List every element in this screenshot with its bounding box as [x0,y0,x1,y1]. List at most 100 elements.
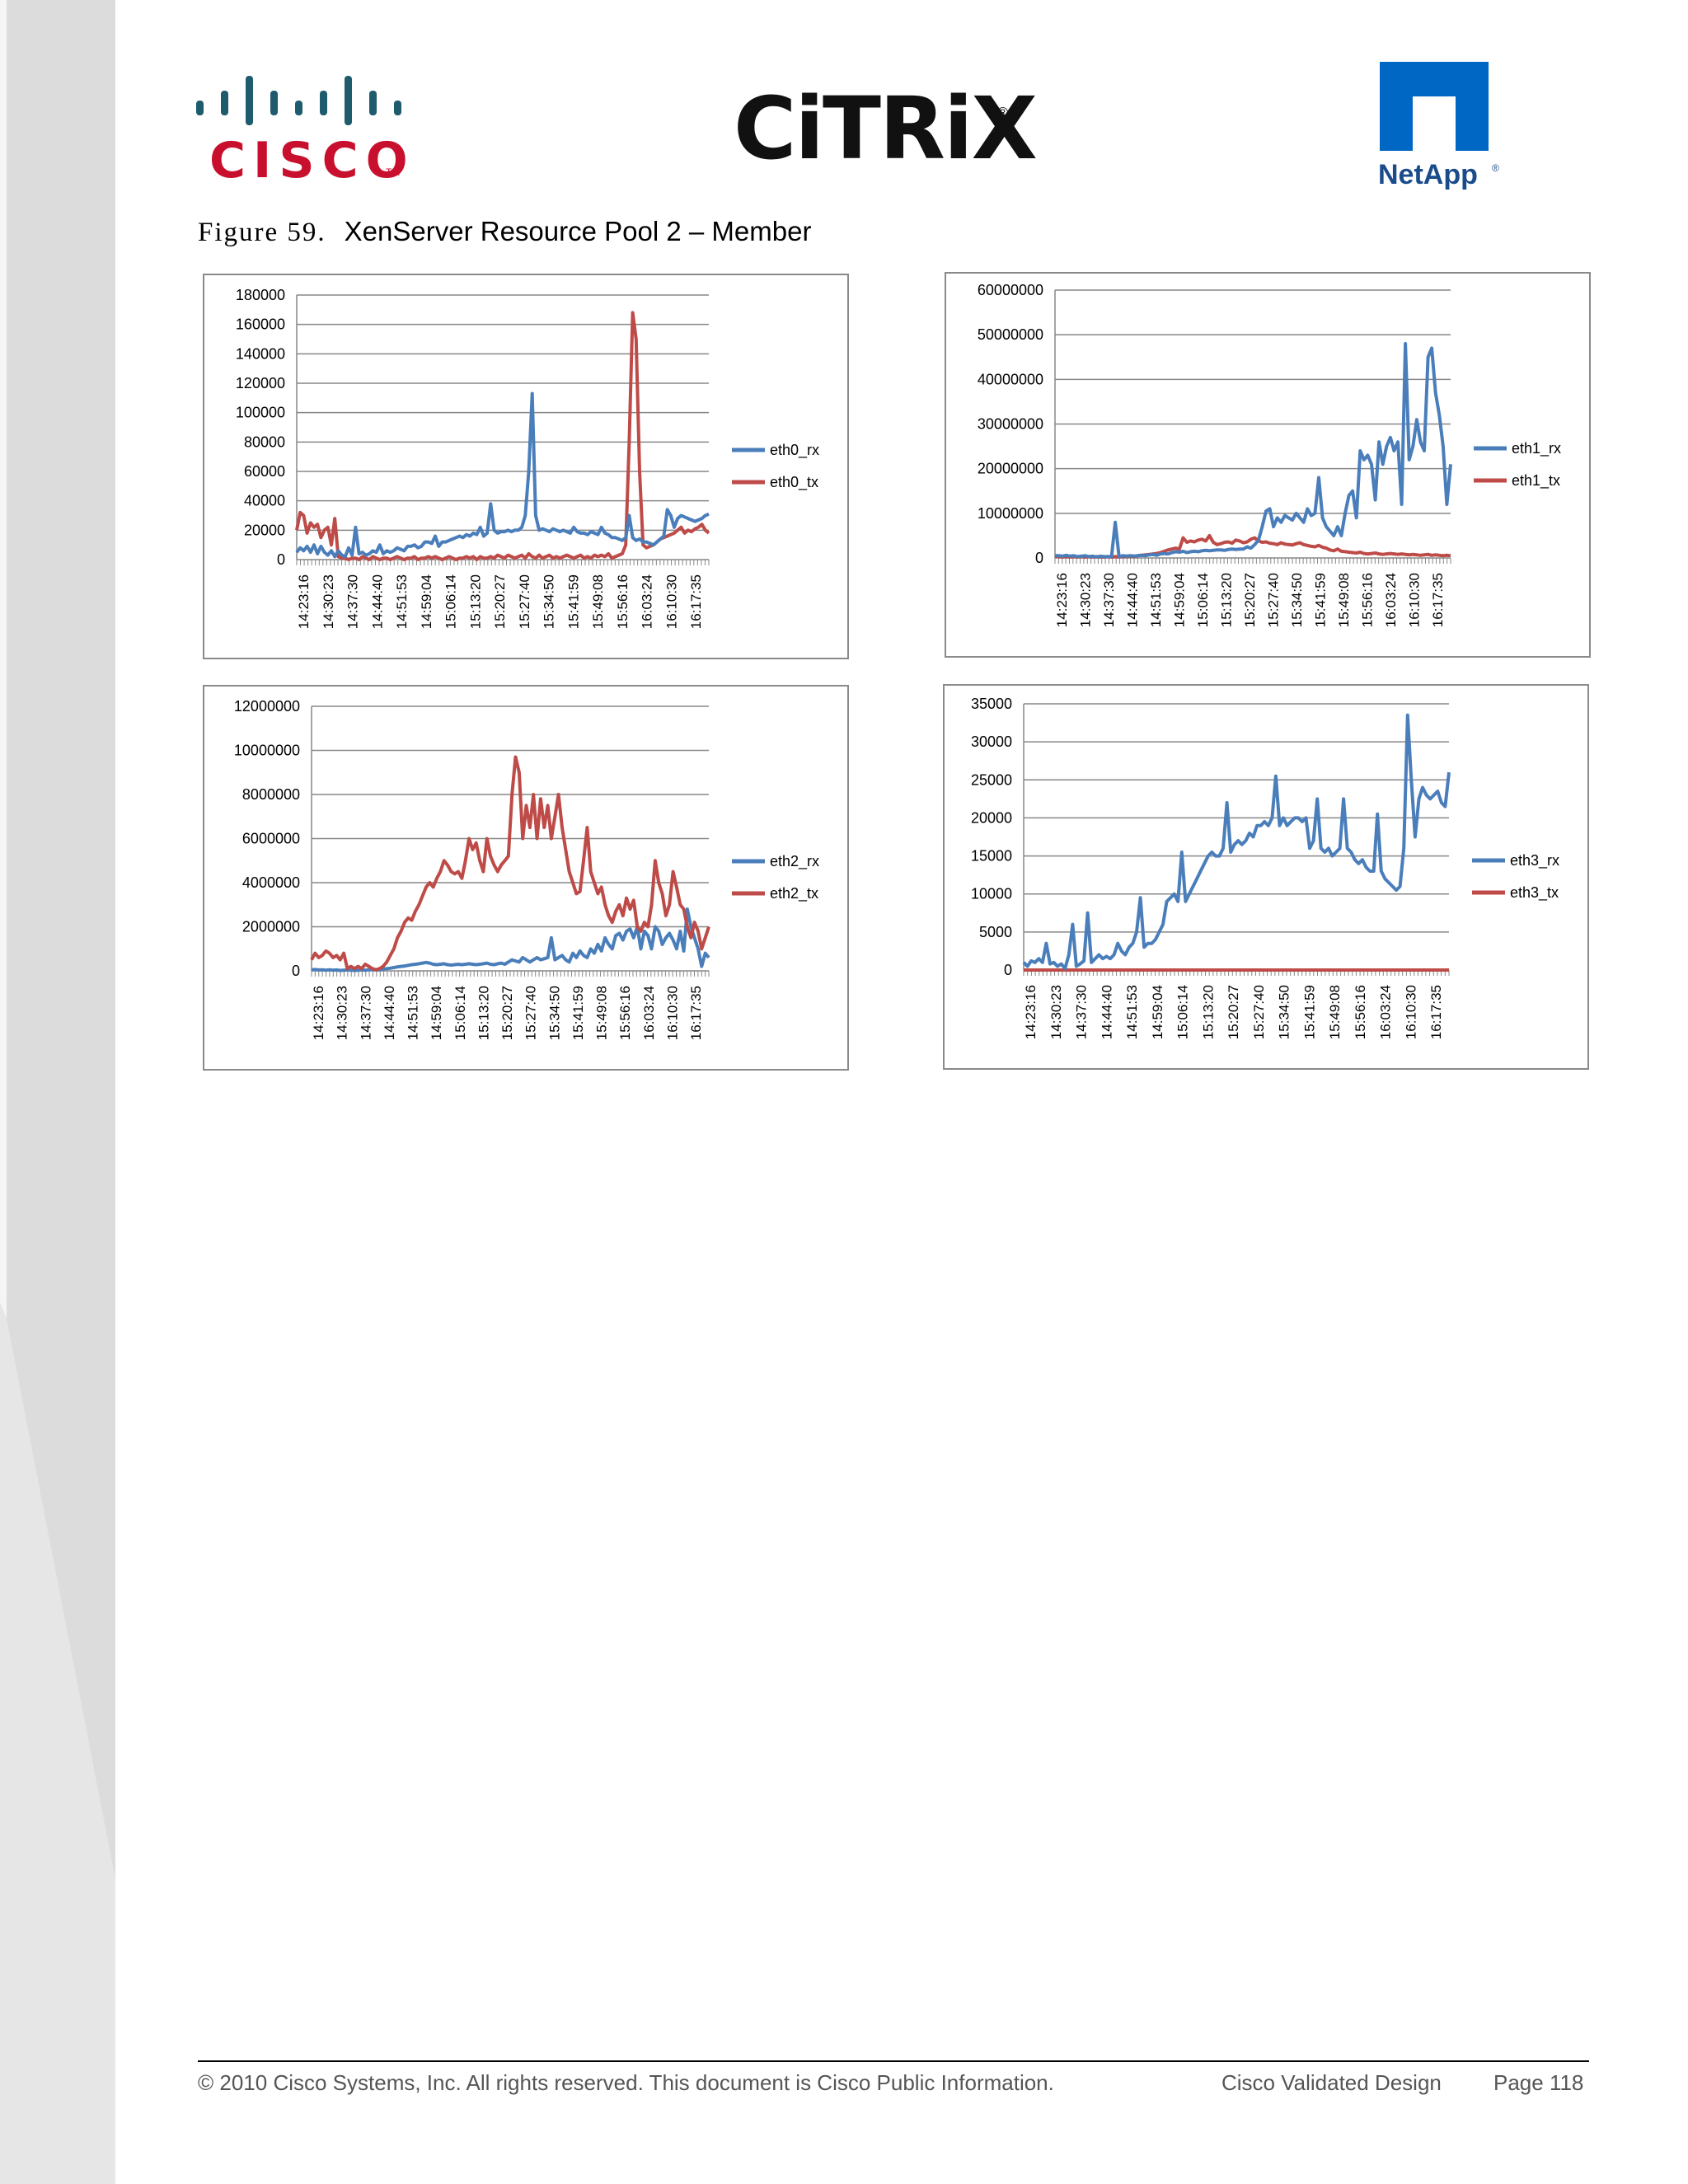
netapp-wordmark: NetApp [1378,159,1478,190]
x-tick-label: 15:49:08 [594,986,610,1040]
legend-label: eth2_rx [770,853,819,870]
series-line-eth1_rx [1055,342,1452,559]
cisco-bridge-icon [196,76,401,125]
x-tick-label: 14:44:40 [1099,985,1114,1039]
y-tick-label: 15000 [971,848,1012,865]
x-tick-label: 15:20:27 [499,986,515,1040]
x-tick-label: 16:03:24 [641,986,657,1040]
y-tick-label: 30000000 [978,416,1043,433]
cisco-logo: CISCO TM [190,74,408,190]
y-tick-label: 35000 [971,696,1012,712]
citrix-registered: ® [997,105,1009,121]
x-tick-label: 15:20:27 [1242,573,1258,627]
y-tick-label: 5000 [979,924,1012,940]
x-tick-label: 15:34:50 [542,574,557,629]
y-tick-label: 10000 [971,886,1012,902]
y-tick-label: 20000000 [978,461,1043,477]
x-tick-label: 16:10:30 [663,574,679,629]
chart-eth3: 35000 30000 25000 20000 15000 10000 5000 0 14:23… [943,684,1589,1070]
y-tick-label: 140000 [236,345,285,362]
y-tick-label: 60000000 [978,282,1043,298]
chart-eth0-svg: 180000 160000 140000 120000 100000 80000 60000… [236,287,819,629]
x-tick-label: 15:41:59 [1313,573,1329,627]
series-line-eth0_tx [295,311,710,561]
x-tick-label: 15:49:08 [1327,985,1343,1039]
x-tick-label: 16:17:35 [1428,985,1444,1039]
series-line-eth0_rx [295,391,710,559]
legend-label: eth0_tx [770,474,818,491]
netapp-logo: NetApp ® [1378,62,1510,194]
x-tick-label: 15:13:20 [476,986,491,1040]
x-tick-label: 15:34:50 [546,986,562,1040]
x-tick-label: 14:37:30 [1101,573,1117,627]
x-tick-label: 15:20:27 [1226,985,1241,1039]
sidebar-shading [0,0,115,2184]
chart-eth0: 180000 160000 140000 120000 100000 80000 60000… [203,274,849,659]
x-tick-label: 15:56:16 [617,986,633,1040]
y-tick-label: 10000000 [234,743,300,759]
x-tick-label: 14:30:23 [321,574,336,629]
citrix-logo: CiTRiX ® [734,78,1038,194]
legend-label: eth1_rx [1512,440,1561,457]
x-tick-label: 14:23:16 [1054,573,1070,627]
netapp-n-icon [1380,62,1489,151]
legend-label: eth3_tx [1510,884,1559,902]
x-tick-label: 15:56:16 [1360,573,1376,627]
x-tick-label: 14:44:40 [382,986,397,1040]
x-tick-label: 14:37:30 [345,574,361,629]
x-tick-label: 15:13:20 [1200,985,1216,1039]
x-tick-label: 15:06:14 [443,574,459,629]
x-tick-label: 15:41:59 [570,986,586,1040]
chart-eth1-svg: 60000000 50000000 40000000 30000000 20000000… [978,282,1561,627]
x-tick-label: 16:17:35 [688,986,704,1040]
x-tick-label: 15:27:40 [517,574,532,629]
x-tick-label: 15:27:40 [1251,985,1267,1039]
citrix-wordmark: CiTRiX [734,78,1038,179]
y-tick-label: 10000000 [978,505,1043,522]
x-tick-label: 14:30:23 [1048,985,1064,1039]
x-tick-label: 15:41:59 [565,574,581,629]
x-tick-label: 14:59:04 [419,574,434,629]
y-tick-label: 0 [1035,550,1043,566]
x-tick-label: 16:03:24 [1383,573,1399,627]
y-tick-label: 0 [1004,962,1012,978]
x-tick-label: 14:51:53 [1148,573,1164,627]
figure-title: XenServer Resource Pool 2 – Member [344,216,812,246]
y-tick-label: 25000 [971,771,1012,788]
x-tick-label: 14:59:04 [1150,985,1165,1039]
x-tick-label: 15:49:08 [1336,573,1352,627]
x-tick-label: 14:59:04 [1172,573,1188,627]
netapp-registered: ® [1492,162,1499,174]
y-tick-label: 6000000 [242,831,300,847]
y-tick-label: 0 [277,551,285,568]
footer-page-number: Page 118 [1493,2070,1584,2095]
y-tick-label: 20000 [244,522,285,538]
legend-label: eth0_rx [770,442,819,459]
x-tick-label: 16:17:35 [688,574,704,629]
x-tick-label: 15:13:20 [467,574,483,629]
y-tick-label: 40000 [244,493,285,509]
y-tick-label: 0 [292,963,300,979]
x-tick-label: 14:37:30 [1074,985,1090,1039]
y-tick-label: 4000000 [242,874,300,891]
figure-caption: Figure 59. XenServer Resource Pool 2 – Me… [198,216,811,248]
x-tick-label: 15:06:14 [1175,985,1191,1039]
x-tick-label: 15:56:16 [1353,985,1368,1039]
x-tick-label: 14:23:16 [1023,985,1039,1039]
series-line-eth3_rx [1022,713,1451,971]
x-tick-label: 16:17:35 [1430,573,1446,627]
x-tick-label: 14:30:23 [1078,573,1094,627]
x-tick-label: 14:59:04 [429,986,444,1040]
x-tick-label: 14:44:40 [369,574,385,629]
x-tick-label: 15:34:50 [1277,985,1292,1039]
x-tick-label: 14:23:16 [311,986,326,1040]
x-tick-label: 15:56:16 [615,574,631,629]
cisco-trademark: TM [386,166,401,178]
x-tick-label: 14:51:53 [1124,985,1140,1039]
x-tick-label: 15:49:08 [590,574,606,629]
legend-label: eth2_tx [770,885,818,902]
x-tick-label: 15:06:14 [1195,573,1211,627]
footer-rule [198,2060,1589,2062]
y-tick-label: 20000 [971,809,1012,826]
x-tick-label: 15:06:14 [452,986,468,1040]
